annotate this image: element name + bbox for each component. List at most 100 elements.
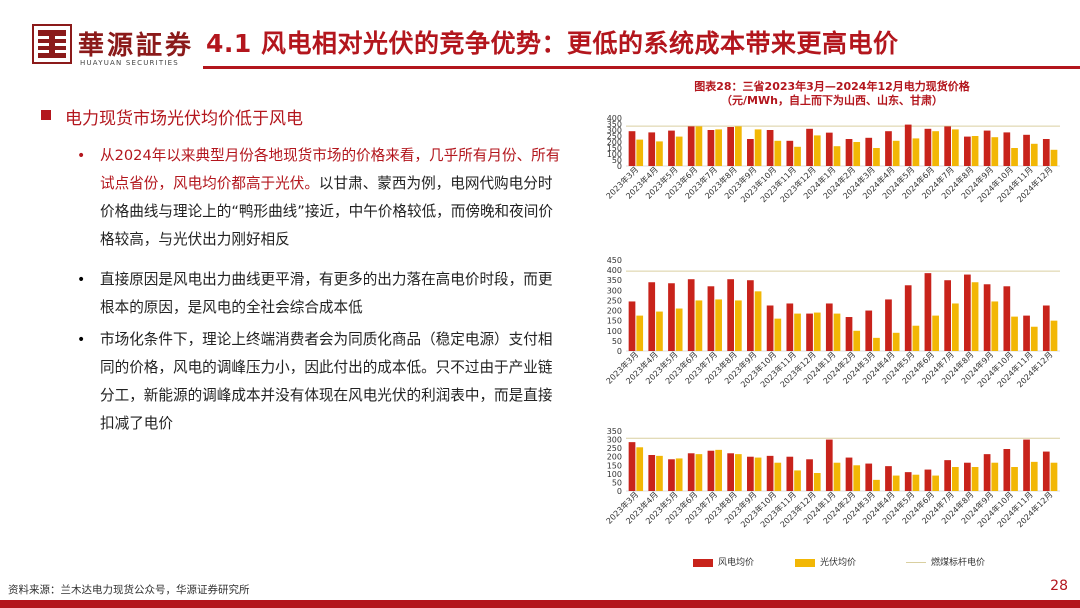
solar-bar <box>794 146 801 166</box>
page-number: 28 <box>1050 578 1068 594</box>
y-tick-label: 250 <box>607 444 622 453</box>
wind-bar <box>1042 139 1050 166</box>
y-tick-label: 150 <box>607 461 622 470</box>
solar-bar <box>932 475 939 491</box>
bullet-highlight: 从2024年以来典型月份各地现货市场的价格来看，几乎所有月份、所有试点省份，风电… <box>100 147 561 192</box>
footer-bar <box>0 600 1080 608</box>
solar-bar <box>715 299 722 351</box>
bullet-body: 以甘肃、蒙西为例，电网代购电分时价格曲线与理论上的“鸭形曲线”接近，中午价格较低… <box>100 175 553 248</box>
charts-svg: 0501001502002503003504002023年3月2023年4月20… <box>604 114 1060 529</box>
solar-bar <box>1030 143 1038 166</box>
wind-bar <box>668 130 675 166</box>
y-tick-label: 50 <box>612 478 622 487</box>
chart-subtitle: （元/MWh，自上而下为山西、山东、甘肃） <box>721 94 943 107</box>
solar-bar <box>912 325 920 351</box>
solar-bar <box>675 308 683 351</box>
solar-bar <box>1011 316 1018 351</box>
wind-bar <box>1023 439 1030 491</box>
solar-bar <box>656 455 663 491</box>
wind-bar <box>885 131 892 166</box>
bullet-dot-icon: • <box>77 272 86 288</box>
chart-title: 图表28：三省2023年3月—2024年12月电力现货价格 <box>694 80 970 93</box>
solar-bar <box>675 136 683 166</box>
solar-bar <box>695 300 703 351</box>
legend-solar-label: 光伏均价 <box>820 558 857 568</box>
solar-bar <box>735 300 742 351</box>
wind-bar <box>668 459 675 491</box>
wind-bar <box>845 317 853 351</box>
title-divider <box>203 66 1080 69</box>
wind-bar <box>983 284 991 351</box>
wind-bar <box>687 126 695 166</box>
solar-bar <box>932 315 939 351</box>
y-tick-label: 400 <box>607 114 622 123</box>
y-tick-label: 200 <box>607 453 622 462</box>
solar-bar <box>1050 462 1058 491</box>
y-tick-label: 450 <box>607 256 622 265</box>
solar-bar <box>991 301 999 351</box>
wind-bar <box>1003 449 1011 491</box>
solar-bar <box>873 148 880 166</box>
wind-bar <box>964 136 971 166</box>
wind-bar <box>904 472 912 491</box>
y-tick-label: 150 <box>607 317 622 326</box>
wind-bar <box>865 137 873 166</box>
wind-bar <box>1042 305 1050 351</box>
solar-bar <box>813 135 821 166</box>
y-tick-label: 350 <box>607 427 622 436</box>
wind-bar <box>944 460 951 491</box>
wind-bar <box>687 453 695 491</box>
solar-bar <box>912 474 920 491</box>
bullet-body: 直接原因是风电出力曲线更平滑，有更多的出力落在高电价时段，而更根本的原因，是风电… <box>100 271 553 316</box>
wind-bar <box>648 455 656 491</box>
wind-bar <box>983 130 991 166</box>
wind-bar <box>687 279 695 351</box>
wind-bar <box>904 285 912 351</box>
solar-bar <box>656 141 663 166</box>
legend-wind: 风电均价 <box>693 555 754 569</box>
solar-bar <box>715 129 722 166</box>
wind-bar <box>865 310 873 351</box>
legend-coal: 燃煤标杆电价 <box>906 555 985 569</box>
wind-bar <box>1023 315 1030 351</box>
bullet-dot-icon: • <box>77 148 86 164</box>
solar-bar <box>853 330 861 351</box>
solar-bar <box>932 131 939 166</box>
bullet-body: 市场化条件下，理论上终端消费者会为同质化商品（稳定电源）支付相同的价格，风电的调… <box>100 331 553 432</box>
bullet-text: 直接原因是风电出力曲线更平滑，有更多的出力落在高电价时段，而更根本的原因，是风电… <box>100 266 565 322</box>
wind-bar <box>825 303 833 351</box>
solar-swatch-icon <box>795 558 815 567</box>
wind-bar <box>747 139 754 166</box>
wind-bar <box>845 457 853 491</box>
wind-bar <box>707 286 715 351</box>
wind-bar <box>786 140 794 166</box>
coal-line-icon <box>906 562 926 563</box>
solar-bar <box>774 318 782 351</box>
y-tick-label: 300 <box>607 436 622 445</box>
legend-solar: 光伏均价 <box>795 555 856 569</box>
wind-bar <box>1023 134 1030 166</box>
y-tick-label: 150 <box>607 144 622 153</box>
solar-bar <box>892 140 900 166</box>
solar-bar <box>952 303 959 351</box>
wind-bar <box>747 280 754 351</box>
wind-bar <box>727 453 734 491</box>
wind-bar <box>766 455 774 491</box>
y-tick-label: 400 <box>607 266 622 275</box>
solar-bar <box>1011 467 1018 491</box>
wind-bar <box>924 128 932 166</box>
section-heading: 电力现货市场光伏均价低于风电 <box>65 109 303 129</box>
wind-bar <box>806 459 813 491</box>
y-tick-label: 350 <box>607 276 622 285</box>
y-tick-label: 100 <box>607 150 622 159</box>
y-tick-label: 50 <box>612 337 622 346</box>
solar-bar <box>636 139 644 166</box>
logo-subtitle: HUAYUAN SECURITIES <box>80 59 179 67</box>
y-tick-label: 200 <box>607 307 622 316</box>
wind-bar <box>885 299 892 351</box>
solar-bar <box>971 136 979 166</box>
company-logo: 華源証券 HUAYUAN SECURITIES <box>32 24 191 72</box>
wind-swatch-icon <box>693 558 713 567</box>
solar-bar <box>1050 320 1058 351</box>
